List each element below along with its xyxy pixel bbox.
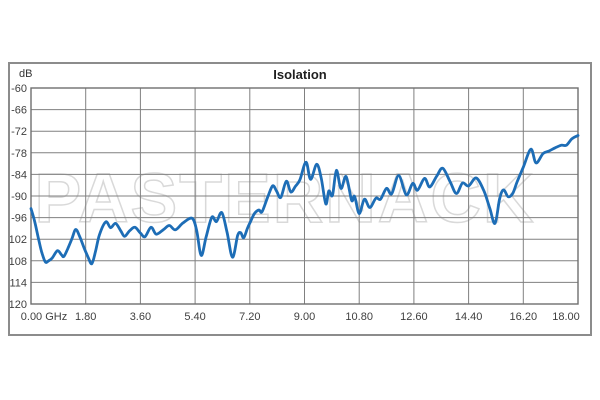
- y-tick-label: -114: [10, 277, 27, 289]
- y-tick-label: -72: [11, 126, 27, 138]
- isolation-chart-frame: dB Isolation PASTERNACK 0.00 GHz 1.80 3.60 5…: [8, 62, 592, 336]
- x-tick-label: 18.00: [552, 311, 580, 323]
- x-tick-label: 9.00: [294, 311, 315, 323]
- y-tick-label: -78: [11, 148, 27, 160]
- x-axis-labels: 0.00 GHz 1.80 3.60 5.40 7.20 9.00 10.80 12.60 14…: [21, 311, 580, 323]
- y-tick-label: -84: [11, 169, 27, 181]
- grid-layer: [30, 87, 579, 305]
- x-tick-label: 5.40: [184, 311, 205, 323]
- y-tick-label: -102: [10, 234, 27, 246]
- y-axis-unit-label: dB: [19, 68, 33, 80]
- y-tick-label: -60: [11, 83, 27, 95]
- chart-title: Isolation: [273, 67, 327, 82]
- x-tick-label: 1.80: [75, 311, 96, 323]
- x-tick-label: 7.20: [239, 311, 260, 323]
- y-tick-label: -120: [10, 299, 27, 311]
- y-axis-labels: -60 -66 -72 -78 -84 -90 -96 -102 -108 -114 -120: [10, 83, 27, 311]
- x-tick-label: 12.60: [400, 311, 428, 323]
- plot-border: [30, 87, 579, 305]
- y-tick-label: -66: [11, 105, 27, 117]
- y-tick-label: -108: [10, 256, 27, 268]
- isolation-trace: [29, 134, 580, 266]
- x-tick-label: 10.80: [345, 311, 373, 323]
- x-tick-label: 3.60: [130, 311, 151, 323]
- x-tick-label: 14.40: [455, 311, 483, 323]
- y-tick-label: -90: [11, 191, 27, 203]
- y-tick-label: -96: [11, 213, 27, 225]
- x-tick-label: 16.20: [510, 311, 538, 323]
- x-tick-label: 0.00 GHz: [21, 311, 67, 323]
